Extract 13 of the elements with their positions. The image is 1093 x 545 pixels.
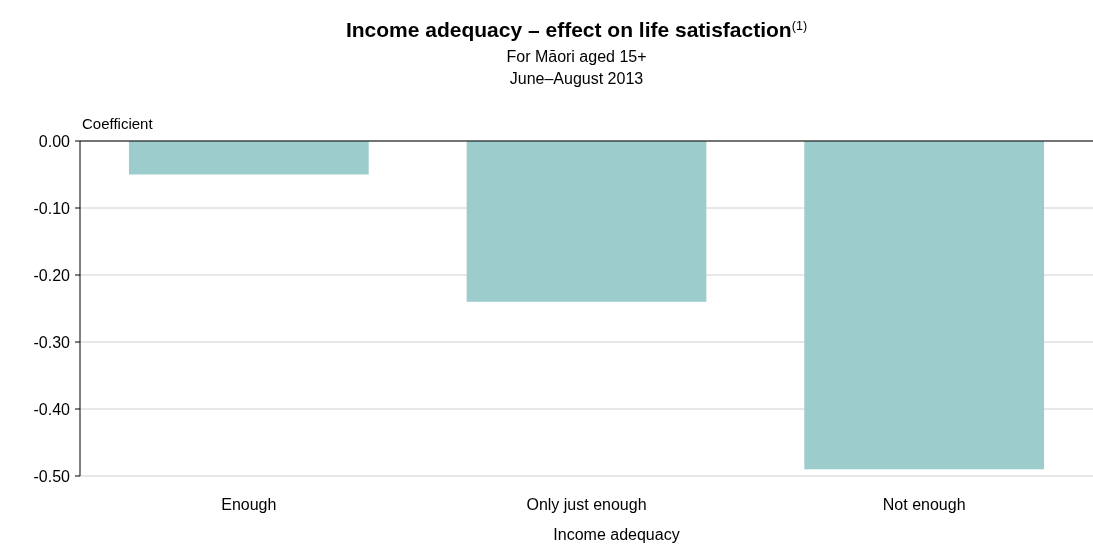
y-tick-label: -0.40 xyxy=(33,400,71,418)
y-tick-label: -0.10 xyxy=(33,199,71,217)
x-tick-label: Enough xyxy=(221,496,277,513)
y-tick-label: 0.00 xyxy=(38,132,71,150)
y-tick-label: -0.30 xyxy=(33,333,71,351)
x-axis-title: Income adequacy xyxy=(553,526,680,543)
chart-title: Income adequacy – effect on life satisfaction$^{(1)}$ xyxy=(345,18,808,41)
y-tick-label: -0.20 xyxy=(33,266,71,284)
y-tick-label: -0.50 xyxy=(33,467,71,485)
x-tick-label: Only just enough xyxy=(526,496,647,513)
chart-subtitle: For Māori aged 15+ June–August 2013 xyxy=(506,48,647,87)
y-axis-title: Coefficient xyxy=(82,115,154,132)
x-tick-label: Not enough xyxy=(882,496,966,513)
